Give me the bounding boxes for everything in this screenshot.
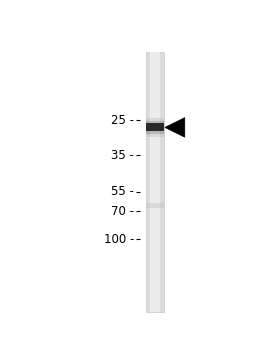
Text: 100 -: 100 - (104, 233, 134, 246)
Text: 25 -: 25 - (111, 114, 134, 127)
Text: 55 -: 55 - (111, 185, 134, 198)
Bar (146, 123, 164, 131)
Text: 70 -: 70 - (111, 205, 134, 218)
Bar (150, 52, 160, 312)
Bar (146, 118, 164, 137)
Bar (146, 203, 164, 208)
Bar (146, 52, 164, 312)
Text: 35 -: 35 - (111, 149, 134, 162)
Bar (146, 121, 164, 134)
Polygon shape (165, 118, 185, 137)
